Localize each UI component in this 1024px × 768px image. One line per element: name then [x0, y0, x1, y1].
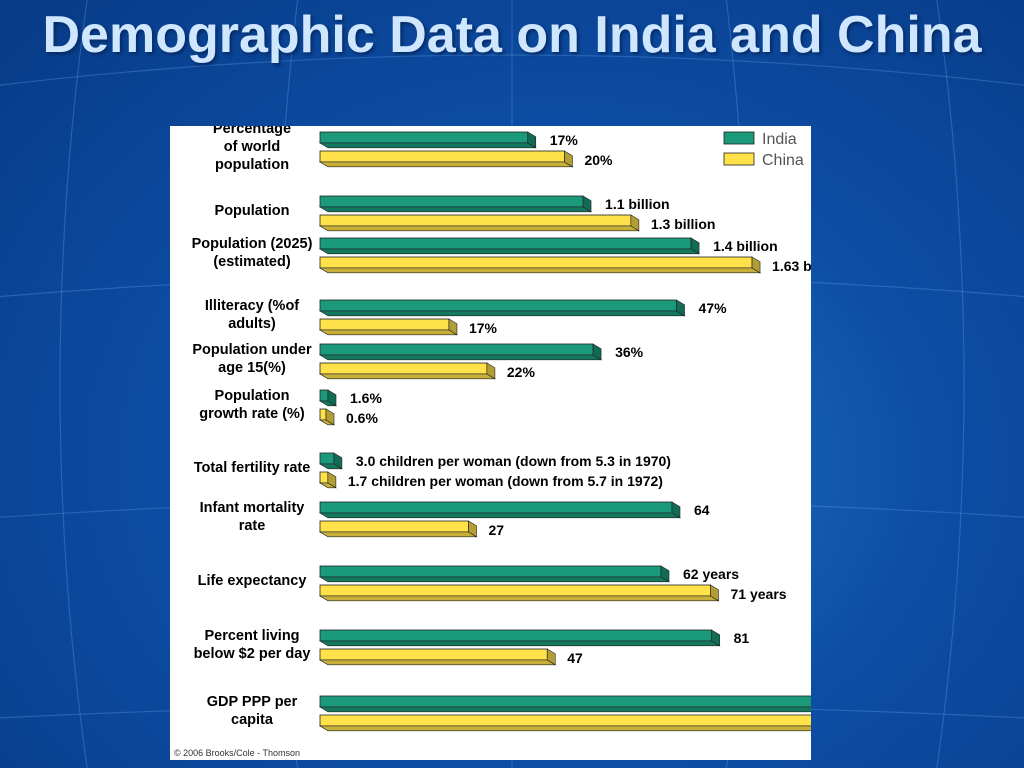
category-label: Population (2025) — [192, 236, 313, 252]
category-label: Life expectancy — [198, 573, 307, 589]
bar-china — [318, 256, 762, 274]
value-label-china: 47 — [567, 650, 583, 666]
value-label-china: 0.6% — [346, 410, 378, 426]
category-label: population — [215, 157, 289, 173]
category-label: rate — [239, 518, 266, 534]
category-label: Total fertility rate — [194, 460, 311, 476]
value-label-india: 81 — [734, 630, 750, 646]
value-label-india: 17% — [550, 132, 579, 148]
value-label-india: 36% — [615, 344, 644, 360]
bar-india — [318, 452, 343, 470]
category-label: of world — [224, 139, 280, 155]
bar-india — [318, 195, 593, 213]
bar-india — [318, 501, 682, 519]
credit-text: © 2006 Brooks/Cole - Thomson — [174, 748, 300, 758]
value-label-india: 1.6% — [350, 390, 382, 406]
value-label-india: 62 years — [683, 566, 739, 582]
legend-swatch-china — [723, 152, 755, 166]
bar-china — [318, 648, 557, 666]
value-label-india: 47% — [699, 300, 728, 316]
bar-india — [318, 131, 537, 149]
value-label-china: 20% — [584, 152, 613, 168]
value-label-china: 1.7 children per woman (down from 5.7 in… — [348, 473, 663, 489]
bar-india — [318, 389, 338, 407]
value-label-india: 64 — [694, 502, 710, 518]
bar-china — [318, 714, 811, 732]
category-label: Population — [215, 203, 290, 219]
slide-title: Demographic Data on India and China — [42, 6, 982, 64]
bar-china — [318, 471, 337, 489]
bar-china — [318, 214, 640, 232]
value-label-india: 1.4 billion — [713, 238, 778, 254]
bar-india — [318, 237, 701, 255]
bar-china — [318, 520, 478, 538]
bar-india — [318, 299, 686, 317]
legend-label-india: India — [762, 131, 797, 148]
value-label-india: 3.0 children per woman (down from 5.3 in… — [356, 453, 671, 469]
bar-china — [318, 408, 336, 426]
category-label: age 15(%) — [218, 360, 286, 376]
category-label: growth rate (%) — [199, 406, 305, 422]
chart-panel: 17% 20% Percentage of world population 1.1 bi… — [170, 126, 811, 760]
bar-india — [318, 343, 603, 361]
category-label: Percent living — [204, 628, 299, 644]
value-label-china: 71 years — [731, 586, 787, 602]
bar-china — [318, 584, 720, 602]
legend-swatch-india — [723, 131, 755, 145]
category-label: adults) — [228, 316, 276, 332]
value-label-china: 22% — [507, 364, 536, 380]
category-label: Population under — [192, 342, 312, 358]
bar-china — [318, 150, 574, 168]
category-label: (estimated) — [213, 254, 291, 270]
bar-india — [318, 629, 721, 647]
category-label: Percentage — [213, 126, 291, 137]
bar-india — [318, 695, 811, 713]
value-label-china: 1.3 billion — [651, 216, 716, 232]
category-label: Population — [215, 388, 290, 404]
category-label: Infant mortality — [200, 500, 305, 516]
category-label: capita — [231, 712, 274, 728]
legend-label-china: China — [762, 152, 804, 169]
category-label: Illiteracy (%of — [205, 298, 299, 314]
category-label: GDP PPP per — [207, 694, 298, 710]
value-label-china: 1.63 billion — [772, 258, 811, 274]
bar-india — [318, 565, 671, 583]
category-label: below $2 per day — [194, 646, 311, 662]
bar-china — [318, 362, 496, 380]
value-label-india: 1.1 billion — [605, 196, 670, 212]
value-label-china: 17% — [469, 320, 498, 336]
value-label-china: 27 — [489, 522, 505, 538]
bar-chart: 17% 20% Percentage of world population 1.1 bi… — [174, 126, 811, 758]
bar-china — [318, 318, 459, 336]
